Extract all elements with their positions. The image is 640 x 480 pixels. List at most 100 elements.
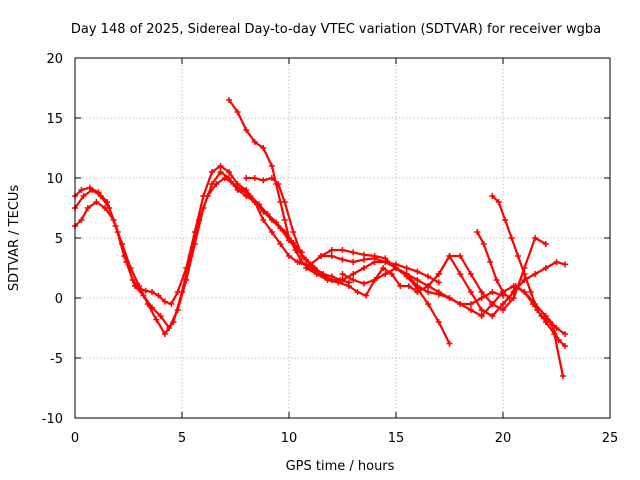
series-sat-n <box>478 283 569 337</box>
data-point <box>208 169 215 175</box>
data-point <box>170 319 177 325</box>
data-point <box>559 373 566 379</box>
chart-title: Day 148 of 2025, Sidereal Day-to-day VTE… <box>71 22 601 37</box>
data-point <box>89 187 96 193</box>
data-point <box>217 163 224 169</box>
y-tick-label: 5 <box>55 232 63 247</box>
data-point <box>221 175 228 181</box>
data-point <box>268 163 275 169</box>
data-point <box>196 217 203 223</box>
data-point <box>500 301 506 307</box>
data-point <box>217 169 224 175</box>
data-point <box>414 277 421 283</box>
data-point <box>542 241 549 247</box>
x-tick-label: 0 <box>71 431 79 446</box>
data-point <box>97 193 104 199</box>
data-point <box>414 283 421 289</box>
data-point <box>296 259 303 265</box>
series-sat-b <box>72 169 352 331</box>
series-sat-i <box>339 265 506 307</box>
data-point <box>234 109 241 115</box>
data-point <box>119 241 126 247</box>
y-axis-label: SDTVAR / TECUs <box>7 185 22 292</box>
data-point <box>457 301 464 307</box>
data-point <box>489 313 496 319</box>
data-point <box>500 307 506 313</box>
data-point <box>264 211 271 217</box>
data-point <box>474 229 481 235</box>
x-tick-label: 5 <box>178 431 186 446</box>
data-point <box>562 343 569 349</box>
data-point <box>435 279 442 286</box>
series-line <box>228 98 303 264</box>
data-point <box>542 313 549 319</box>
data-point <box>260 217 267 223</box>
tick-label-layer: 0 5 10 15 20 25 -10 -5 0 5 10 15 20 <box>42 52 619 446</box>
data-point <box>110 217 117 223</box>
data-point <box>268 229 275 235</box>
data-point <box>179 289 185 295</box>
data-point <box>393 265 399 271</box>
data-point <box>446 340 453 347</box>
data-point <box>489 193 496 199</box>
data-point <box>500 289 506 295</box>
data-point <box>230 181 237 187</box>
data-point <box>514 253 521 259</box>
data-point <box>562 261 569 268</box>
data-point <box>260 177 267 184</box>
data-point <box>542 265 549 271</box>
data-point <box>251 139 258 145</box>
data-point <box>397 283 404 289</box>
series-line <box>73 170 350 330</box>
data-point <box>555 337 562 343</box>
data-point <box>350 271 357 277</box>
data-point <box>144 301 151 307</box>
data-point <box>467 289 474 295</box>
data-point <box>339 277 346 283</box>
data-point <box>303 265 310 271</box>
data-point <box>273 219 280 226</box>
data-point <box>78 187 85 193</box>
data-point <box>382 271 389 277</box>
series-line <box>73 176 303 336</box>
data-point <box>508 235 515 241</box>
data-point <box>324 277 331 283</box>
data-point <box>153 316 160 323</box>
data-point <box>489 289 496 295</box>
data-point <box>371 255 378 262</box>
data-point <box>168 301 175 307</box>
data-point <box>388 271 395 277</box>
data-point <box>360 256 367 263</box>
y-tick-label: 20 <box>46 52 63 67</box>
data-point <box>157 313 164 319</box>
data-point <box>142 287 149 294</box>
data-point <box>275 181 282 187</box>
y-tick-label: 15 <box>46 112 63 127</box>
series-sat-c <box>72 175 305 337</box>
data-point <box>204 193 211 199</box>
data-point <box>487 259 494 265</box>
data-point <box>354 289 361 295</box>
y-tick-label: -5 <box>50 352 63 367</box>
data-point <box>382 259 389 265</box>
data-point <box>187 253 194 259</box>
data-point <box>478 289 485 295</box>
data-point <box>446 253 453 259</box>
data-point <box>78 217 85 223</box>
data-point <box>226 169 233 175</box>
data-point <box>350 277 357 283</box>
y-tick-label: -10 <box>42 412 63 427</box>
data-point <box>414 289 421 295</box>
data-point <box>405 283 412 289</box>
data-point <box>149 289 156 295</box>
data-point <box>360 280 367 287</box>
x-tick-label: 10 <box>281 431 298 446</box>
data-point <box>425 301 432 307</box>
data-point <box>226 97 233 103</box>
data-point <box>510 283 517 289</box>
data-point <box>277 241 284 247</box>
plot-frame <box>74 57 611 419</box>
data-point <box>243 175 250 181</box>
data-point <box>489 301 496 307</box>
